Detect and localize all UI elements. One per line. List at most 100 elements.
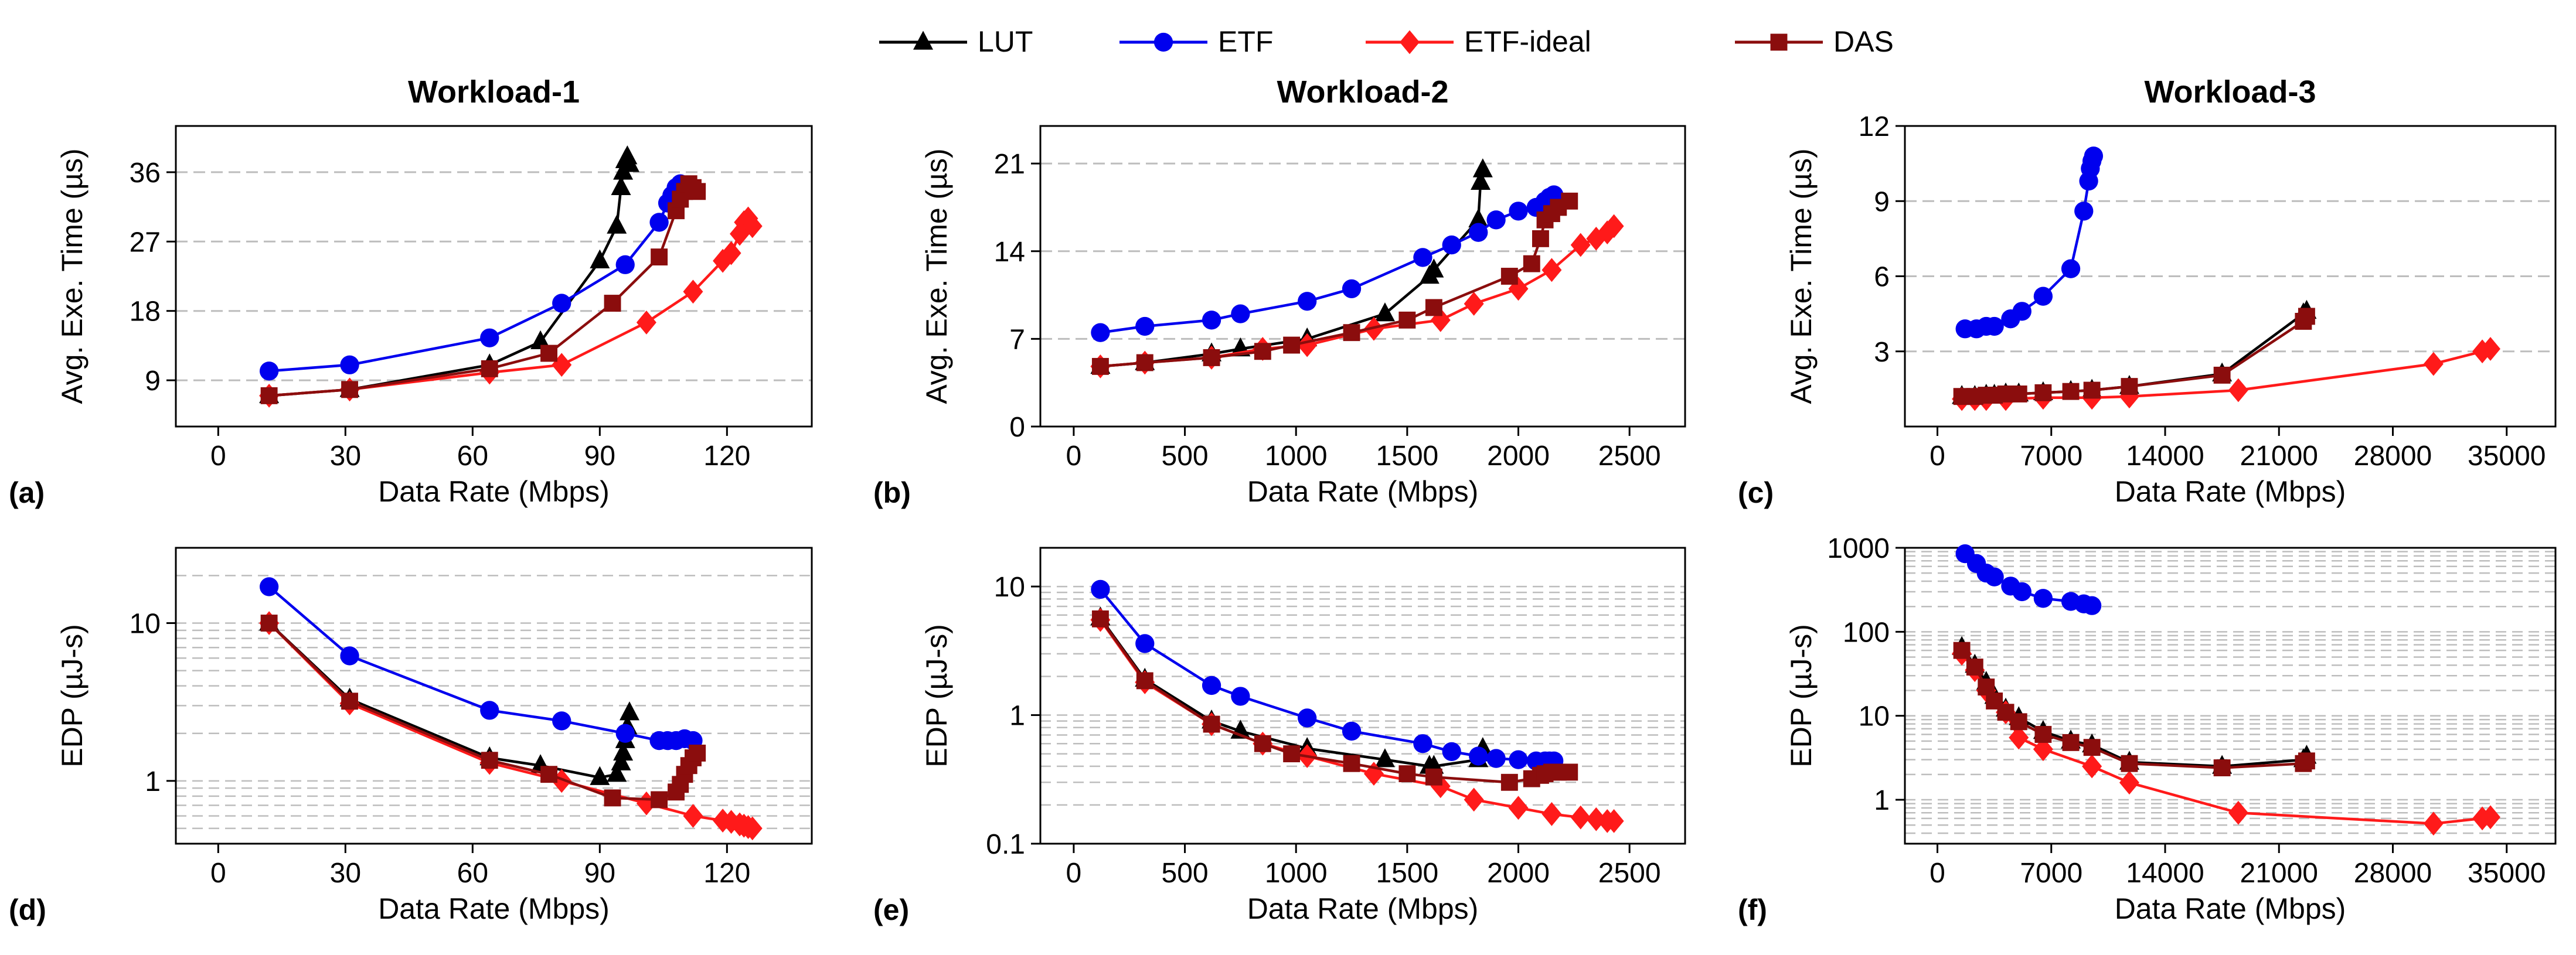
data-point-etf xyxy=(1442,742,1461,762)
axes-frame xyxy=(1039,547,1686,845)
data-point-das xyxy=(604,789,621,807)
legend-label-etf-ideal: ETF-ideal xyxy=(1464,25,1591,58)
y-tick-label: 1 xyxy=(1009,701,1025,732)
data-point-etf xyxy=(1231,687,1250,706)
x-tick-label: 0 xyxy=(1066,858,1082,889)
data-point-das xyxy=(2034,384,2052,401)
data-point-etf xyxy=(2033,589,2053,608)
data-point-etf xyxy=(552,294,571,313)
data-point-das xyxy=(1966,659,1983,676)
series-etf-ideal xyxy=(259,206,763,408)
data-point-etf xyxy=(1413,734,1432,753)
data-point-etf-ideal xyxy=(1597,220,1618,245)
data-point-lut xyxy=(1471,170,1491,190)
axes-frame xyxy=(1904,547,2557,845)
data-point-etf-ideal xyxy=(2423,811,2444,836)
data-point-etf xyxy=(259,361,279,381)
data-point-etf xyxy=(1202,311,1221,330)
data-point-das xyxy=(260,387,278,404)
data-point-etf xyxy=(552,711,571,731)
data-point-etf xyxy=(480,701,499,720)
data-point-etf-ideal xyxy=(2480,337,2500,361)
data-point-etf-ideal xyxy=(1541,802,1562,826)
axes-frame xyxy=(175,547,813,845)
legend-marker-etf xyxy=(1153,32,1173,52)
data-point-das xyxy=(1425,299,1442,316)
data-point-etf-ideal xyxy=(742,214,763,238)
y-axis-label: EDP (µJ-s) xyxy=(1785,624,1818,768)
x-tick-label: 30 xyxy=(330,858,361,889)
x-tick-label: 120 xyxy=(703,441,750,472)
gridlines xyxy=(176,575,812,830)
y-axis-label: Avg. Exe. Time (µs) xyxy=(920,148,953,404)
y-tick-label: 10 xyxy=(994,572,1025,603)
data-point-etf xyxy=(1469,746,1488,766)
y-tick-label: 1000 xyxy=(1827,533,1890,564)
data-point-das xyxy=(1091,357,1109,375)
data-point-das xyxy=(1091,610,1109,627)
x-tick-label: 2500 xyxy=(1598,441,1661,472)
x-tick-label: 21000 xyxy=(2240,858,2318,889)
data-point-etf-ideal xyxy=(1541,258,1562,282)
data-point-etf-ideal xyxy=(1586,226,1607,251)
data-point-das xyxy=(260,615,278,632)
data-point-das xyxy=(1561,192,1578,210)
panel-letter: (e) xyxy=(873,893,909,926)
x-tick-label: 1000 xyxy=(1265,441,1328,472)
data-point-das xyxy=(604,295,621,312)
data-point-etf-ideal xyxy=(1570,805,1591,830)
legend-marker-lut xyxy=(913,30,933,50)
y-tick-label: 3 xyxy=(1874,337,1890,368)
y-axis-label: Avg. Exe. Time (µs) xyxy=(56,148,89,404)
panel-c: 0 7000 14000 21000 28000 35000 3 6 9 12 Data Rate … xyxy=(1738,111,2557,509)
y-tick-label: 12 xyxy=(1859,111,1890,142)
series-line-lut xyxy=(268,155,631,397)
x-tick-label: 14000 xyxy=(2126,441,2204,472)
y-tick-label: 27 xyxy=(130,227,161,258)
series-etf xyxy=(259,174,690,381)
x-axis-label: Data Rate (Mbps) xyxy=(1247,475,1479,508)
data-point-lut xyxy=(590,249,610,268)
data-point-etf-ideal xyxy=(2119,770,2139,795)
data-point-etf-ideal xyxy=(2009,725,2029,750)
data-point-lut xyxy=(530,330,551,350)
y-tick-label: 9 xyxy=(1874,186,1890,217)
series-etf xyxy=(1091,185,1564,342)
x-tick-label: 1000 xyxy=(1265,858,1328,889)
legend-label-lut: LUT xyxy=(978,25,1033,58)
data-point-etf-ideal xyxy=(1297,333,1318,357)
x-tick-label: 28000 xyxy=(2354,858,2432,889)
data-point-lut xyxy=(607,214,627,234)
data-point-das xyxy=(1254,343,1271,360)
series-line-lut xyxy=(268,622,631,779)
data-point-das xyxy=(1136,672,1153,690)
x-tick-label: 7000 xyxy=(2020,858,2082,889)
data-point-etf-ideal xyxy=(1508,796,1529,820)
data-point-das xyxy=(540,766,557,783)
data-point-lut xyxy=(619,701,639,721)
data-point-etf-ideal xyxy=(683,279,703,304)
data-point-etf-ideal xyxy=(721,241,741,265)
panel-d: 0 30 60 90 120 1 10 Data Rate (Mbps) EDP (µJ-s) (… xyxy=(9,547,813,926)
panel-b: 0 500 1000 1500 2000 2500 0 7 14 21 Data Rate (Mbp… xyxy=(873,125,1686,509)
column-title-2: Workload-2 xyxy=(1277,74,1448,110)
y-tick-label: 1 xyxy=(145,766,161,797)
data-point-etf-ideal xyxy=(1430,774,1451,799)
data-point-das xyxy=(2083,739,2101,756)
y-tick-label: 1 xyxy=(1874,785,1890,816)
data-point-das xyxy=(1398,311,1416,329)
data-point-das xyxy=(651,791,668,809)
x-tick-label: 35000 xyxy=(2468,858,2546,889)
data-point-das xyxy=(1283,336,1301,354)
data-point-etf xyxy=(2012,582,2031,602)
data-point-das xyxy=(2298,308,2315,325)
data-point-das xyxy=(651,248,668,266)
legend-item-das: DAS xyxy=(1735,25,1894,58)
data-point-das xyxy=(341,693,359,710)
data-point-etf xyxy=(1442,235,1461,255)
data-point-das xyxy=(2034,726,2052,743)
data-point-etf-ideal xyxy=(1604,809,1624,833)
data-point-etf xyxy=(1298,708,1317,728)
data-point-etf xyxy=(1509,750,1528,769)
column-titles: Workload-1 Workload-2 Workload-3 xyxy=(408,74,2316,110)
